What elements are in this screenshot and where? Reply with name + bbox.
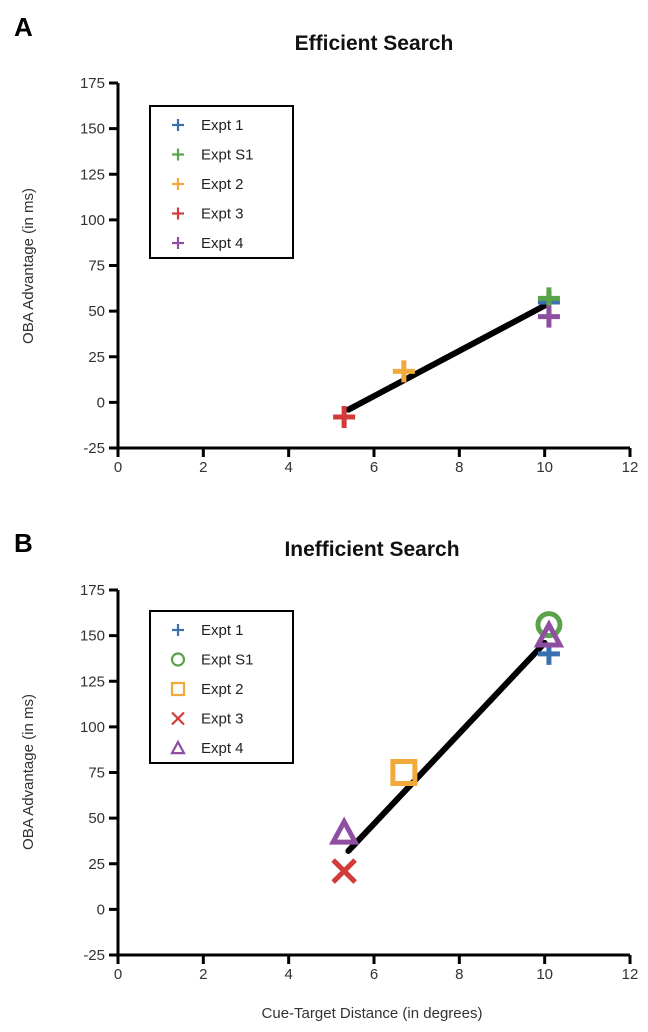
y-tick-label: 150 <box>80 628 105 645</box>
x-tick-label: 8 <box>455 459 463 476</box>
legend-marker-plus <box>172 207 184 220</box>
y-tick-label: 0 <box>97 394 105 411</box>
y-tick-label: 100 <box>80 719 105 736</box>
legend-label: Expt S1 <box>201 652 254 669</box>
chart-title-efficient: Efficient Search <box>295 32 454 55</box>
y-tick-label: -25 <box>83 440 105 457</box>
y-tick-label: 175 <box>80 582 105 599</box>
legend-label: Expt 4 <box>201 740 244 757</box>
y-tick-label: 75 <box>88 765 105 782</box>
x-axis-label: Cue-Target Distance (in degrees) <box>262 1005 483 1022</box>
y-tick-label: -25 <box>83 947 105 964</box>
x-tick-label: 8 <box>455 966 463 983</box>
regression-line <box>345 639 548 854</box>
legend-label: Expt 1 <box>201 117 244 134</box>
x-tick-label: 2 <box>199 459 207 476</box>
legend-marker-triangle <box>170 739 186 755</box>
y-tick-label: 150 <box>80 121 105 138</box>
legend-label: Expt 2 <box>201 176 244 193</box>
x-tick-label: 12 <box>622 459 639 476</box>
x-tick-label: 10 <box>536 966 553 983</box>
y-tick-label: 50 <box>88 303 105 320</box>
data-point-plus <box>537 305 560 328</box>
legend-label: Expt 4 <box>201 235 244 252</box>
y-tick-label: 25 <box>88 349 105 366</box>
data-point-triangle <box>328 816 360 845</box>
panel-a: A Efficient Search OBA Advantage (in ms)… <box>14 12 638 476</box>
panel-letter-a: A <box>14 12 33 42</box>
y-axis-label-b: OBA Advantage (in ms) <box>20 694 37 850</box>
y-tick-label: 175 <box>80 75 105 92</box>
x-tick-label: 6 <box>370 459 378 476</box>
y-tick-label: 50 <box>88 810 105 827</box>
data-point-triangle <box>533 619 565 648</box>
legend-marker-square <box>170 681 186 697</box>
y-tick-label: 25 <box>88 856 105 873</box>
x-tick-label: 6 <box>370 966 378 983</box>
x-tick-label: 2 <box>199 966 207 983</box>
y-tick-label: 0 <box>97 901 105 918</box>
legend-label: Expt 3 <box>201 206 244 223</box>
data-point-plus <box>392 360 415 383</box>
legend-marker-circle <box>170 652 186 667</box>
legend: Expt 1 Expt S1 Expt 2 Expt 3 Expt 4 <box>149 610 294 764</box>
legend-marker-plus <box>172 237 184 249</box>
legend-box <box>149 105 294 259</box>
data-point-square <box>390 759 418 786</box>
legend-label: Expt 3 <box>201 711 244 728</box>
legend-label: Expt 1 <box>201 622 244 639</box>
x-tick-label: 10 <box>536 459 553 476</box>
legend-marker-plus <box>172 624 184 636</box>
y-tick-label: 125 <box>80 673 105 690</box>
y-tick-label: 75 <box>88 258 105 275</box>
data-point-circle <box>535 611 563 639</box>
panel-b: B Inefficient Search OBA Advantage (in m… <box>14 528 638 1022</box>
y-tick-label: 100 <box>80 212 105 229</box>
legend-marker-plus <box>172 119 184 131</box>
regression-line <box>345 302 548 413</box>
chart-title-inefficient: Inefficient Search <box>284 538 459 561</box>
x-tick-label: 12 <box>622 966 639 983</box>
x-tick-label: 0 <box>114 966 122 983</box>
x-tick-label: 4 <box>284 459 292 476</box>
legend-label: Expt S1 <box>201 147 254 164</box>
y-tick-label: 125 <box>80 166 105 183</box>
data-point-cross <box>331 858 357 884</box>
x-tick-label: 4 <box>284 966 292 983</box>
legend-label: Expt 2 <box>201 681 244 698</box>
legend-box <box>149 610 294 764</box>
y-axis-label-a: OBA Advantage (in ms) <box>20 188 37 344</box>
panel-letter-b: B <box>14 528 33 558</box>
x-tick-label: 0 <box>114 459 122 476</box>
legend-marker-plus <box>172 148 184 161</box>
legend-marker-plus <box>172 178 184 190</box>
legend: Expt 1 Expt S1 Expt 2 Expt 3 Expt 4 <box>149 105 294 259</box>
legend-marker-cross <box>171 711 185 726</box>
data-point-plus <box>333 405 356 428</box>
